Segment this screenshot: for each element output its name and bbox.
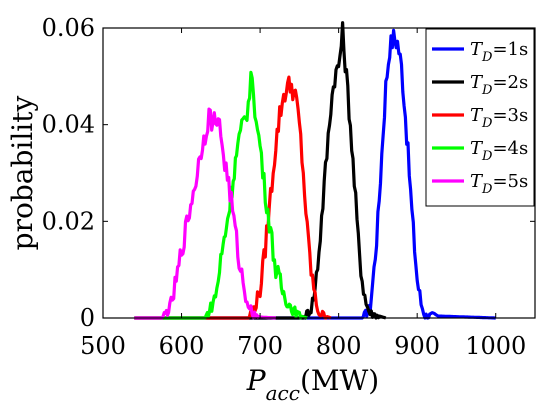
legend-label: TD=4s [470,138,528,164]
legend-label-subscript: D [481,116,493,131]
legend-label-variable: T [470,138,484,159]
legend-label-subscript: D [481,50,493,65]
tick-labels: 500 600 700 800 900 1000 0 0.02 0.04 0.06 [42,14,527,360]
legend-label-value: =2s [492,72,528,93]
x-tick-label: 600 [159,332,205,360]
legend-label-variable: T [470,105,484,126]
legend-label: TD=3s [470,105,528,131]
x-axis-label-subscript: acc [266,381,300,405]
y-tick-label: 0.04 [42,111,95,139]
x-tick-label: 700 [237,332,283,360]
legend-box [425,28,535,207]
legend-label-subscript: D [481,83,493,98]
legend-label: TD=2s [470,72,528,98]
axes [102,27,536,319]
x-axis-label-unit: (MW) [300,364,379,397]
legend-label-subscript: D [481,182,493,197]
legend-label-value: =4s [492,138,528,159]
legend-label-value: =1s [492,39,528,60]
y-tick-label: 0 [80,304,95,332]
legend-label-variable: T [470,39,484,60]
x-tick-label: 500 [80,332,126,360]
axes-box [102,27,536,319]
x-tick-label: 1000 [465,332,526,360]
legend-label-variable: T [470,171,484,192]
x-tick-label: 900 [394,332,440,360]
y-tick-label: 0.06 [42,14,95,42]
legend-label-variable: T [470,72,484,93]
legend-label: TD=5s [470,171,528,197]
y-axis-label: probability [6,96,39,251]
legend-label-value: =3s [492,105,528,126]
y-tick-label: 0.02 [42,207,95,235]
legend-label-subscript: D [481,149,493,164]
tick-marks [102,27,535,319]
legend-label-value: =5s [492,171,528,192]
x-axis-label: Pacc(MW) [246,364,379,405]
x-axis-label-variable: P [246,364,267,397]
x-tick-label: 800 [316,332,362,360]
legend-label: TD=1s [470,39,528,65]
axis-labels: probability Pacc(MW) [6,96,379,405]
